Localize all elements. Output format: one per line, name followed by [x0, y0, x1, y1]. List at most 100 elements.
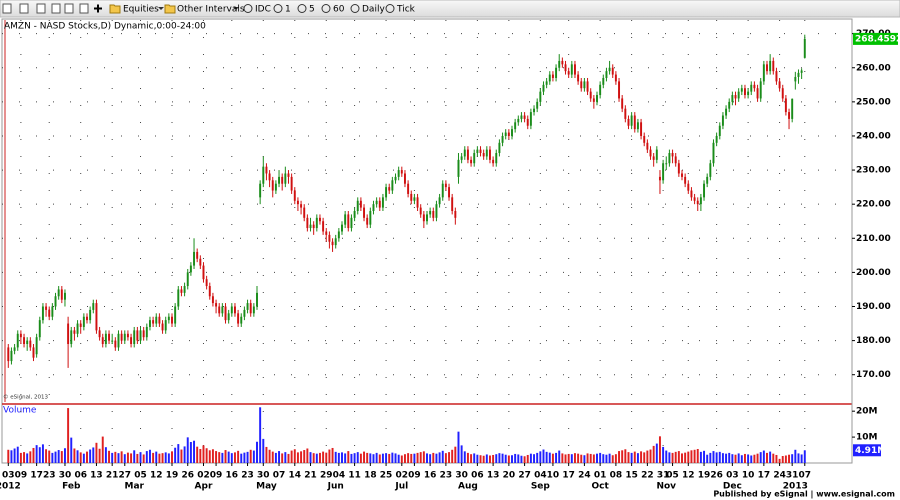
- volume-bar: [438, 452, 441, 463]
- candle-body: [791, 98, 794, 119]
- volume-bar: [243, 452, 246, 463]
- volume-bar: [16, 446, 19, 463]
- candle-body: [403, 173, 406, 184]
- volume-bar: [492, 454, 495, 463]
- volume-bar: [130, 453, 133, 463]
- candle-body: [526, 118, 529, 126]
- candle-body: [665, 163, 668, 165]
- candle-body: [410, 193, 413, 201]
- candle-body: [347, 214, 350, 229]
- volume-title: Volume: [3, 406, 37, 416]
- toolbar-item[interactable]: Tick: [396, 5, 416, 15]
- volume-bar: [76, 450, 79, 463]
- candle-body: [41, 306, 44, 321]
- candle-body: [158, 316, 161, 324]
- volume-bar: [211, 449, 214, 463]
- candle-body: [548, 74, 551, 82]
- volume-bar: [224, 450, 227, 463]
- volume-bar: [640, 451, 643, 463]
- volume-bar: [734, 454, 737, 463]
- candle-body: [284, 173, 287, 184]
- y-tick-label: 180.00: [856, 336, 891, 346]
- toolbar-item[interactable]: 5: [309, 5, 315, 15]
- volume-bar: [709, 452, 712, 463]
- volume-bar: [526, 454, 529, 463]
- candle-body: [51, 306, 54, 317]
- toolbar-item[interactable]: IDC: [255, 5, 271, 15]
- candle-body: [646, 142, 649, 150]
- candle-body: [718, 125, 721, 136]
- candle-body: [136, 330, 139, 341]
- candle-body: [199, 258, 202, 266]
- volume-bar: [794, 449, 797, 463]
- candle-body: [63, 292, 66, 300]
- candle-body: [331, 241, 334, 246]
- volume-bar: [407, 453, 410, 463]
- toolbar-item[interactable]: 60: [333, 5, 345, 15]
- x-tick-label: 15: [625, 471, 638, 481]
- toolbar-item[interactable]: 1: [285, 5, 291, 15]
- volume-bar: [706, 454, 709, 463]
- candle-body: [252, 306, 255, 314]
- candle-body: [19, 333, 22, 338]
- candle-body: [457, 159, 460, 177]
- candle-body: [517, 118, 520, 123]
- volume-bar: [350, 453, 353, 463]
- volume-bar: [762, 450, 765, 463]
- x-tick-label: 22: [641, 471, 654, 481]
- x-tick-label: 09: [210, 471, 223, 481]
- volume-bar: [309, 452, 312, 463]
- candle-body: [218, 306, 221, 314]
- toolbar-item[interactable]: Equities: [123, 5, 159, 15]
- volume-bar: [444, 453, 447, 463]
- volume-bar: [385, 453, 388, 463]
- x-month-label: Oct: [591, 482, 609, 492]
- x-tick-label: 24: [578, 471, 591, 481]
- volume-bar: [353, 453, 356, 463]
- x-tick-label: 27: [119, 471, 132, 481]
- candle-body: [706, 176, 709, 184]
- candle-body: [583, 81, 586, 89]
- volume-bar: [643, 452, 646, 463]
- candle-body: [451, 197, 454, 211]
- volume-bar: [296, 452, 299, 463]
- toolbar-item[interactable]: Daily: [362, 5, 385, 15]
- candle-body: [312, 224, 315, 229]
- volume-tick-label: 20M: [856, 407, 878, 417]
- volume-bar: [328, 449, 331, 463]
- candle-body: [23, 337, 26, 345]
- x-tick-label: 14: [289, 471, 302, 481]
- volume-bar: [592, 454, 595, 463]
- candle-body: [756, 88, 759, 99]
- candle-body: [293, 190, 296, 201]
- candle-body: [306, 217, 309, 229]
- volume-bar: [95, 442, 98, 463]
- candle-body: [555, 67, 558, 78]
- candle-body: [580, 81, 583, 89]
- candle-body: [769, 60, 772, 72]
- candle-body: [630, 115, 633, 126]
- volume-bar: [432, 452, 435, 463]
- candle-body: [687, 183, 690, 191]
- volume-bar: [7, 449, 10, 463]
- candle-body: [152, 320, 155, 324]
- volume-bar: [517, 454, 520, 463]
- x-tick-label: 12: [682, 471, 695, 481]
- candle-body: [309, 224, 312, 229]
- volume-bar: [573, 453, 576, 463]
- candle-body: [740, 88, 743, 92]
- candle-body: [237, 313, 240, 324]
- volume-bar: [35, 445, 38, 463]
- x-tick-label: 18: [364, 471, 377, 481]
- volume-bar: [731, 454, 734, 463]
- volume-bar: [501, 453, 504, 463]
- x-tick-label: 03: [726, 471, 739, 481]
- candle-body: [649, 149, 652, 157]
- candle-body: [747, 91, 750, 96]
- toolbar-item[interactable]: Other Intervals: [177, 5, 245, 15]
- x-tick-label: 27: [518, 471, 531, 481]
- candle-body: [759, 81, 762, 99]
- candle-body: [123, 333, 126, 341]
- candle-body: [551, 74, 554, 78]
